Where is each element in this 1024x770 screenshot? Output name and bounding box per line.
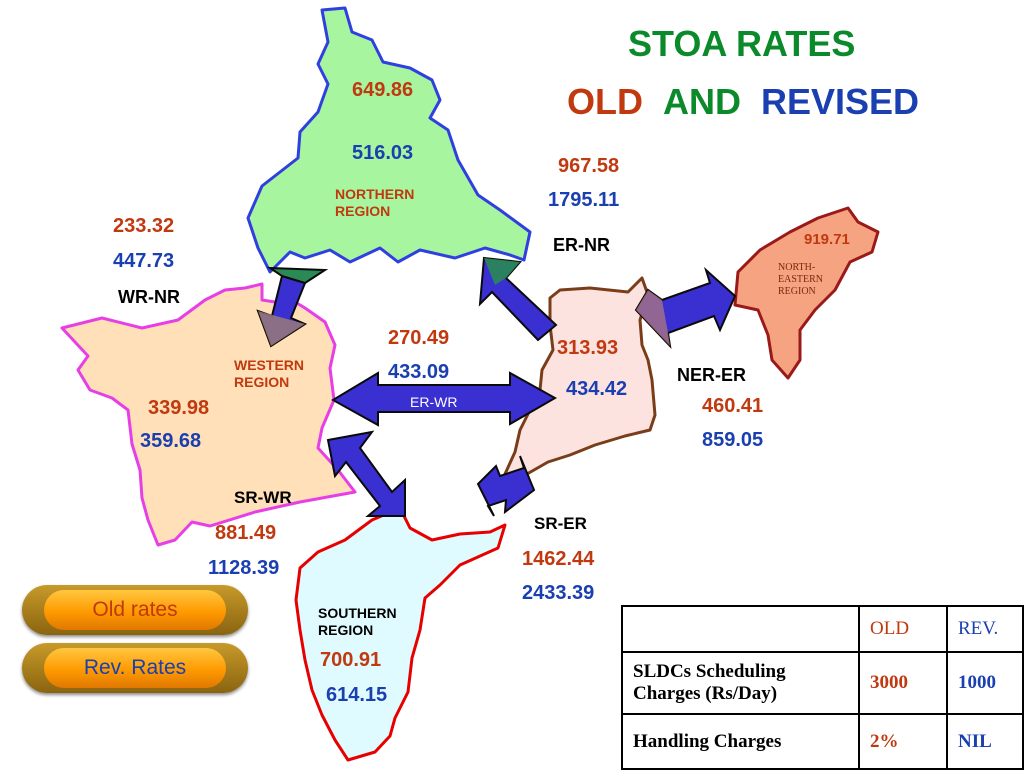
sr-wr-old-rate: 881.49: [215, 522, 277, 544]
table-header-blank: [621, 605, 860, 653]
eastern-rev-rate: 434.42: [566, 378, 628, 400]
title-line2: OLD AND REVISED: [567, 84, 919, 120]
wr-nr-label: WR-NR: [118, 287, 180, 307]
northern-old-rate: 649.86: [352, 79, 414, 101]
northern-region-shape: [246, 6, 532, 274]
table-header-old: OLD: [858, 605, 948, 653]
table-row-rev: 1000: [946, 651, 1024, 715]
arrow-ner-er: [634, 266, 737, 350]
northeastern-region-shape: [733, 206, 880, 380]
charges-table: OLD REV. SLDCs Scheduling Charges (Rs/Da…: [621, 605, 1024, 770]
er-wr-old-rate: 270.49: [388, 327, 450, 349]
er-wr-label: ER-WR: [410, 394, 458, 410]
northeastern-region-name: NORTH- EASTERN REGION: [778, 262, 823, 297]
southern-old-rate: 700.91: [320, 649, 382, 671]
arrow-er-wr: [331, 371, 558, 427]
er-nr-old-rate: 967.58: [558, 155, 620, 177]
table-header-row: OLD REV.: [621, 605, 1024, 653]
ner-er-rev-rate: 859.05: [702, 429, 764, 451]
er-nr-label: ER-NR: [553, 235, 610, 255]
sr-er-label: SR-ER: [534, 514, 587, 533]
sr-er-rev-rate: 2433.39: [522, 582, 595, 604]
rev-rates-button-label: Rev. Rates: [44, 648, 226, 688]
ner-er-old-rate: 460.41: [702, 395, 764, 417]
southern-region-name: SOUTHERN REGION: [318, 605, 397, 638]
old-rates-button-label: Old rates: [44, 590, 226, 630]
rev-rates-button[interactable]: Rev. Rates: [22, 643, 248, 693]
wr-nr-rev-rate: 447.73: [113, 250, 175, 272]
eastern-old-rate: 313.93: [557, 337, 619, 359]
title-revised: REVISED: [761, 81, 920, 122]
southern-rev-rate: 614.15: [326, 684, 388, 706]
table-row-old: 2%: [858, 713, 948, 770]
table-row-rev: NIL: [946, 713, 1024, 770]
table-row-label: SLDCs Scheduling Charges (Rs/Day): [621, 651, 860, 715]
northern-rev-rate: 516.03: [352, 142, 414, 164]
western-region-shape: [60, 282, 357, 547]
arrow-er-nr: [478, 256, 558, 342]
arrow-sr-wr: [326, 430, 406, 517]
er-nr-rev-rate: 1795.11: [548, 189, 620, 211]
er-wr-rev-rate: 433.09: [388, 361, 450, 383]
table-row: Handling Charges 2% NIL: [621, 713, 1024, 770]
table-row-label: Handling Charges: [621, 713, 860, 770]
title-line1: STOA RATES: [628, 23, 856, 64]
southern-region-shape: [294, 506, 507, 762]
northern-region-name: NORTHERN REGION: [335, 186, 415, 219]
title-old: OLD: [567, 81, 643, 122]
arrow-wr-nr: [256, 266, 329, 348]
title-and: AND: [663, 81, 741, 122]
old-rates-button[interactable]: Old rates: [22, 585, 248, 635]
sr-wr-label: SR-WR: [234, 488, 292, 507]
western-rev-rate: 359.68: [140, 430, 202, 452]
western-region-name: WESTERN REGION: [234, 357, 304, 390]
arrow-sr-er: [476, 455, 536, 517]
sr-er-old-rate: 1462.44: [522, 548, 595, 570]
wr-nr-old-rate: 233.32: [113, 215, 175, 237]
western-old-rate: 339.98: [148, 397, 210, 419]
table-row: SLDCs Scheduling Charges (Rs/Day) 3000 1…: [621, 651, 1024, 715]
table-row-old: 3000: [858, 651, 948, 715]
northeastern-old-rate: 919.71: [804, 231, 850, 248]
sr-wr-rev-rate: 1128.39: [208, 557, 280, 579]
ner-er-label: NER-ER: [677, 365, 747, 385]
table-header-rev: REV.: [946, 605, 1024, 653]
